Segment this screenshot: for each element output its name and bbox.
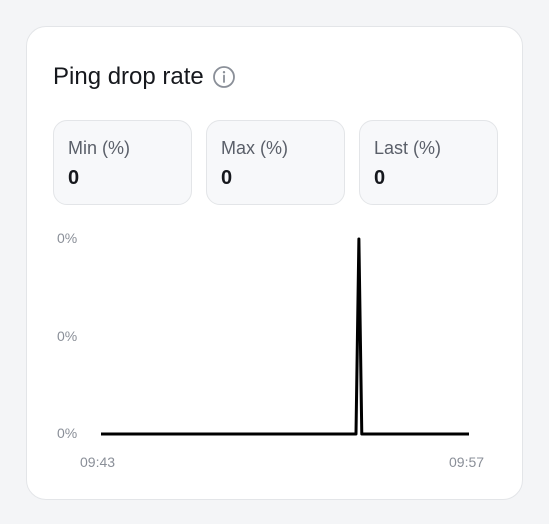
stat-max: Max (%) 0 (206, 120, 345, 205)
card-title-text: Ping drop rate (53, 63, 204, 90)
x-tick-label: 09:57 (449, 454, 484, 470)
stat-min-label: Min (%) (68, 138, 130, 158)
stat-min: Min (%) 0 (53, 120, 192, 205)
ping-drop-chart: 0% 0% 0% 09:43 09:57 (57, 230, 484, 470)
stat-last-label: Last (%) (374, 138, 442, 158)
stat-last: Last (%) 0 (359, 120, 498, 205)
y-tick-label: 0% (57, 230, 77, 246)
stat-max-label: Max (%) (221, 138, 288, 158)
card-title: Ping drop rate (53, 63, 236, 91)
series-area (101, 239, 469, 434)
x-tick-label: 09:43 (80, 454, 115, 470)
series-line (101, 237, 469, 436)
stat-last-value: 0 (374, 167, 386, 189)
stats-row: Min (%) 0 Max (%) 0 Last (%) 0 (53, 120, 498, 205)
ping-drop-rate-card: Ping drop rate Min (%) 0 Max (%) 0 Last … (26, 26, 523, 500)
info-circle-icon[interactable] (212, 65, 236, 89)
stat-max-value: 0 (221, 167, 233, 189)
y-tick-label: 0% (57, 328, 77, 344)
stat-min-value: 0 (68, 167, 80, 189)
y-tick-label: 0% (57, 425, 77, 441)
